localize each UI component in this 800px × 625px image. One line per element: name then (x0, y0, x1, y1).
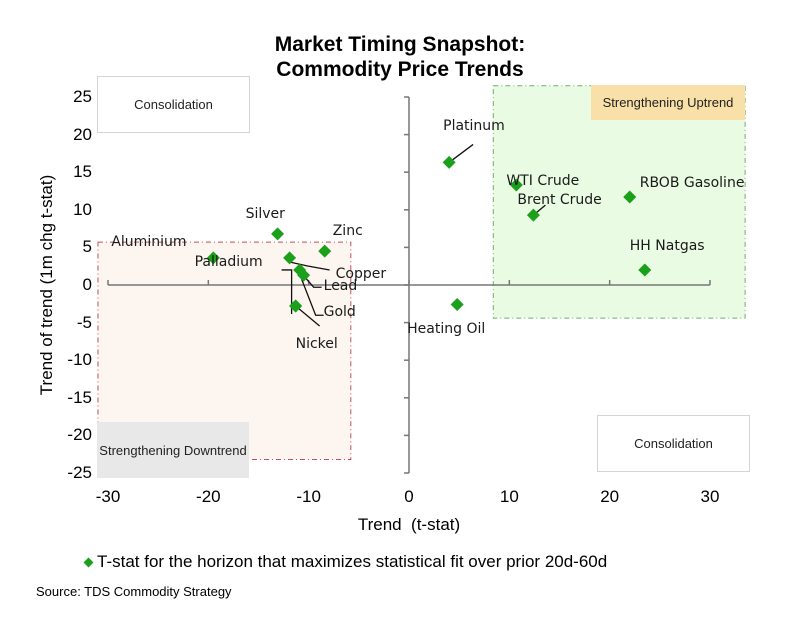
data-point-brent-crude (526, 208, 540, 222)
point-label: Copper (335, 265, 387, 282)
legend-marker-icon (83, 557, 94, 567)
x-tick-label: -20 (196, 487, 221, 506)
chart-title-line1: Market Timing Snapshot: (274, 33, 526, 56)
y-tick-label: 0 (82, 275, 92, 294)
data-point-silver (271, 227, 285, 241)
region-label-top-left: Consolidation (97, 76, 250, 133)
data-point-platinum (442, 155, 456, 169)
y-tick-label: 10 (73, 199, 92, 219)
x-tick-label: 0 (404, 487, 414, 506)
y-tick-label: -15 (67, 387, 92, 407)
y-axis-label: Trend of trend (1m chg t-stat) (37, 174, 56, 396)
x-tick-label: 10 (499, 487, 519, 506)
point-label: Nickel (295, 336, 338, 353)
point-label: HH Natgas (629, 237, 705, 254)
data-point-rbob-gasoline (623, 190, 637, 204)
y-tick-label: -5 (76, 312, 92, 332)
leader-line (295, 305, 321, 327)
data-point-aluminium (206, 251, 220, 265)
point-label: Brent Crude (517, 192, 602, 209)
y-tick-label: -20 (67, 425, 92, 445)
y-tick-label: 15 (73, 162, 92, 182)
point-label: RBOB Gasoline (639, 175, 745, 192)
leader-line-gold (301, 278, 324, 316)
point-label: Zinc (332, 223, 363, 240)
point-label: WTI Crude (506, 172, 580, 189)
x-axis-label: Trend (t-stat) (357, 515, 461, 534)
x-tick-label: -30 (95, 487, 121, 506)
y-tick-label: 5 (82, 237, 92, 257)
leader-line (289, 261, 330, 271)
region-label-bottom-right: Consolidation (597, 415, 750, 472)
point-label: Palladium (194, 253, 263, 270)
x-tick-label: -10 (296, 487, 321, 506)
y-tick-label: -25 (67, 463, 92, 482)
point-label: Lead (323, 278, 358, 295)
data-point-lead (297, 268, 311, 282)
legend-label: T-stat for the horizon that maximizes st… (97, 552, 608, 571)
data-point-nickel (289, 299, 303, 313)
data-point-palladium (283, 251, 297, 265)
chart-title: Market Timing Snapshot: Commodity Price … (200, 32, 600, 82)
uptrend-zone (492, 85, 746, 319)
legend: T-stat for the horizon that maximizes st… (83, 552, 608, 572)
point-label: Aluminium (111, 233, 187, 250)
x-tick-label: 20 (600, 487, 620, 506)
point-label: Gold (323, 304, 356, 321)
points-layer (206, 155, 652, 313)
point-label: Heating Oil (407, 320, 486, 337)
chart-subtitle: Commodity Price Trends (276, 58, 524, 81)
data-point-zinc (318, 244, 332, 258)
y-tick-label: -10 (67, 350, 92, 370)
leader-line (448, 143, 474, 163)
point-label: Platinum (443, 118, 505, 135)
y-tick-label: 20 (73, 124, 92, 144)
x-tick-label: 30 (700, 487, 720, 506)
region-label-top-right: Strengthening Uptrend (591, 85, 745, 120)
point-label: Silver (245, 205, 285, 222)
data-point-heating-oil (450, 298, 464, 312)
data-point-wti-crude (509, 178, 523, 192)
y-tick-label: 25 (73, 87, 92, 106)
data-point-hh-natgas (638, 263, 652, 277)
source-note: Source: TDS Commodity Strategy (36, 584, 232, 599)
leader-line-palladium (281, 269, 293, 315)
region-label-bottom-left: Strengthening Downtrend (97, 422, 249, 478)
